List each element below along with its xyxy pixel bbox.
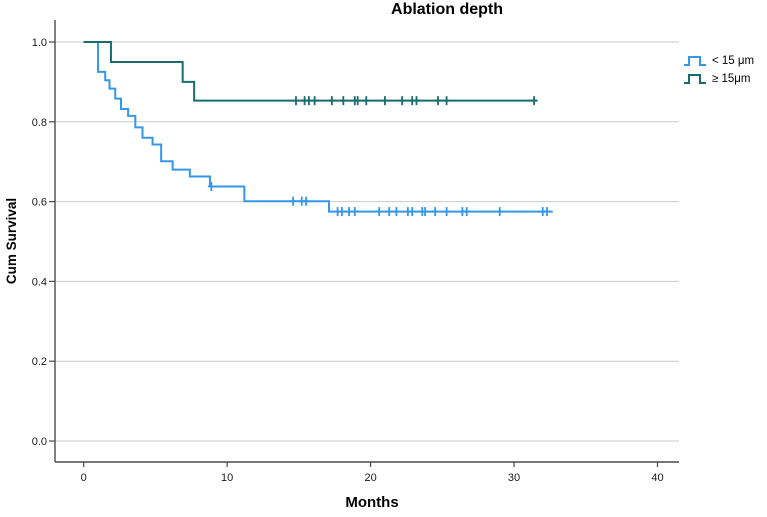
y-tick-label: 0.4 bbox=[32, 276, 47, 288]
y-tick-label: 0.6 bbox=[32, 197, 47, 209]
x-tick-label: 10 bbox=[221, 472, 233, 484]
legend-label: < 15 μm bbox=[712, 55, 755, 67]
y-tick-label: 1.0 bbox=[32, 37, 47, 49]
step-line-icon bbox=[684, 56, 706, 66]
x-tick-label: 0 bbox=[81, 472, 87, 484]
y-tick-label: 0.2 bbox=[32, 356, 47, 368]
x-tick-label: 40 bbox=[651, 472, 663, 484]
survival-curve-lt15 bbox=[83, 41, 553, 213]
legend-label: ≥ 15μm bbox=[712, 73, 751, 85]
y-tick-label: 0.8 bbox=[32, 117, 47, 129]
x-axis-label: Months bbox=[345, 494, 399, 511]
chart-title: Ablation depth bbox=[391, 1, 503, 18]
step-line-icon bbox=[684, 74, 706, 84]
x-tick-label: 20 bbox=[364, 472, 376, 484]
legend-item-ge15: ≥ 15μm bbox=[683, 70, 754, 88]
legend-item-lt15: < 15 μm bbox=[683, 52, 754, 70]
legend: < 15 μm ≥ 15μm bbox=[683, 52, 754, 88]
y-tick-label: 0.0 bbox=[32, 436, 47, 448]
x-tick-label: 30 bbox=[508, 472, 520, 484]
survival-curve-ge15 bbox=[83, 41, 537, 102]
y-axis-label: Cum Survival bbox=[4, 197, 19, 285]
